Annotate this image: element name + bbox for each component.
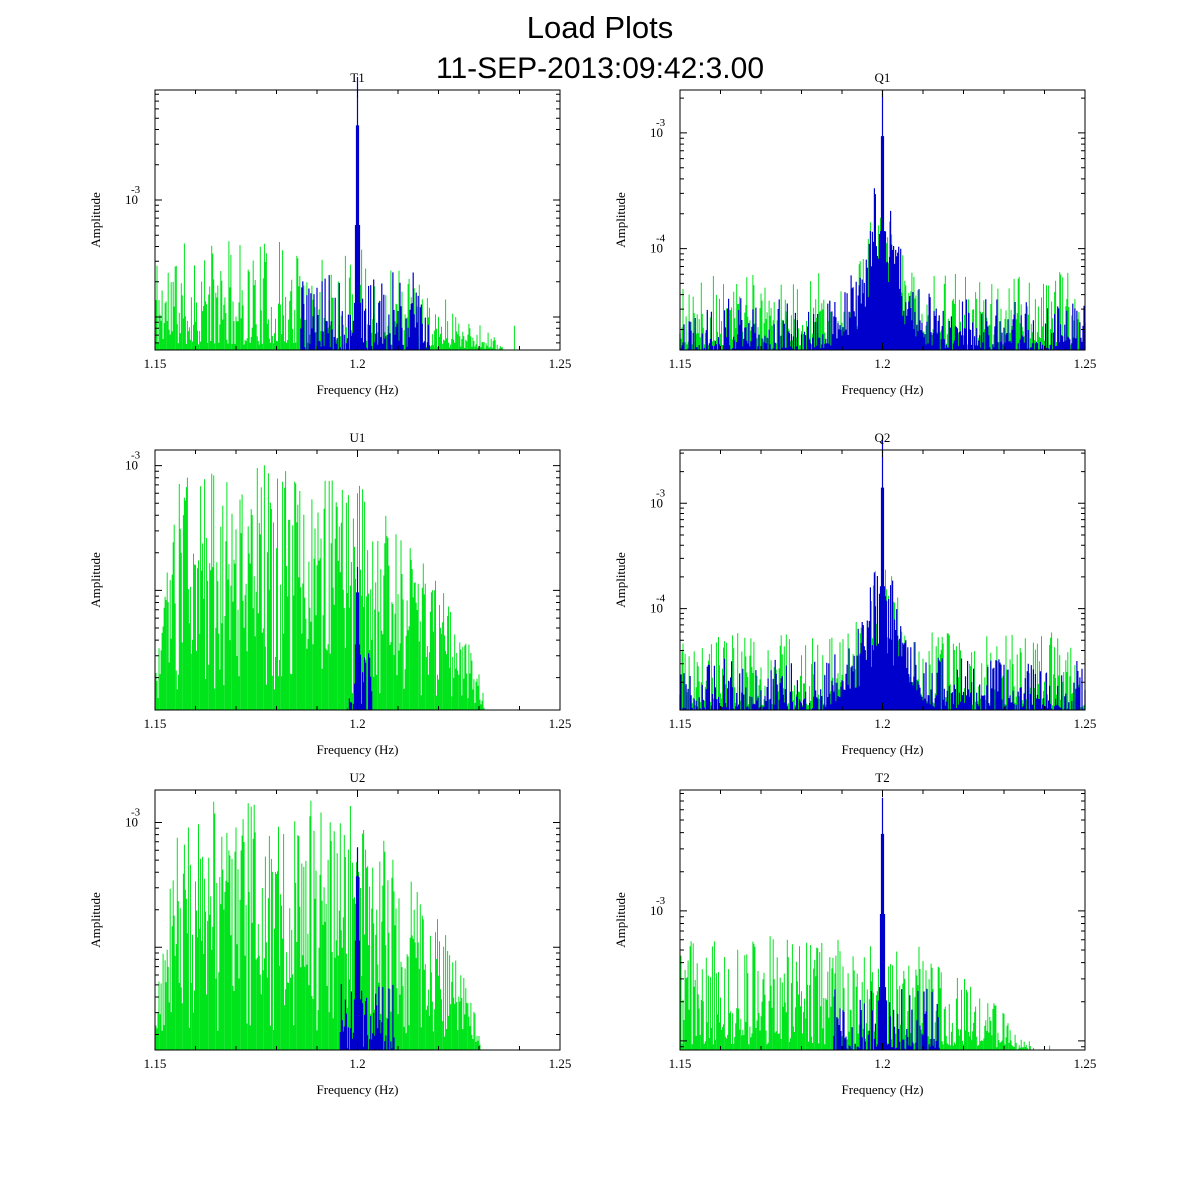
x-tick-label: 1.2 (349, 1056, 365, 1071)
subplot-U1: U1 Amplitude -3 10 1.15 1.2 1.25 Frequency (Hz) (75, 430, 595, 770)
subplot-Q1: Q1 Amplitude -3 10 -4 10 1.15 1.2 1.25 Frequency … (600, 70, 1120, 410)
x-tick-label: 1.15 (144, 1056, 167, 1071)
series-blue-peaked-response (679, 90, 1086, 350)
axis-ticks (154, 790, 561, 1050)
y-axis-label: Amplitude (613, 892, 628, 948)
x-tick-label: 1.15 (669, 1056, 692, 1071)
axis-ticks (154, 450, 561, 710)
axis-ticks (679, 450, 1086, 710)
x-tick-label: 1.25 (549, 1056, 572, 1071)
y-decade-label: 10 (125, 815, 138, 830)
x-axis-label: Frequency (Hz) (317, 1082, 399, 1097)
y-decade-label: 10 (650, 601, 663, 616)
y-decade-label: 10 (125, 458, 138, 473)
y-decade-label: 10 (125, 192, 138, 207)
series-green-broadband-noise (154, 800, 481, 1050)
y-decade-exponent: -3 (656, 895, 666, 907)
series-blue-peaked-response (679, 439, 1086, 710)
x-axis-label: Frequency (Hz) (842, 742, 924, 757)
y-decade-exponent: -3 (656, 117, 666, 129)
x-tick-label: 1.25 (549, 716, 572, 731)
x-tick-label: 1.25 (1074, 716, 1097, 731)
y-decade-label: 10 (650, 241, 663, 256)
y-decade-label: 10 (650, 495, 663, 510)
subplot-title: T1 (350, 70, 364, 85)
chart-U1: U1 Amplitude -310 1.15 1.2 1.25 Frequency (Hz) (88, 430, 572, 757)
subplot-U2: U2 Amplitude -3 10 1.15 1.2 1.25 Frequency (Hz) (75, 770, 595, 1110)
series-blue-peaked-response (339, 847, 395, 1050)
y-decade-exponent: -4 (656, 593, 666, 605)
x-tick-label: 1.15 (144, 716, 167, 731)
subplot-title: T2 (875, 770, 889, 785)
x-axis-label: Frequency (Hz) (842, 382, 924, 397)
x-tick-label: 1.25 (549, 356, 572, 371)
y-decade-exponent: -4 (656, 233, 666, 245)
y-axis-label: Amplitude (613, 552, 628, 608)
y-decade-exponent: -3 (131, 450, 141, 462)
subplot-T1: T1 Amplitude -3 10 1.15 1.2 1.25 Frequency (Hz) (75, 70, 595, 410)
chart-T2: T2 Amplitude -310 1.15 1.2 1.25 Frequency (Hz) (613, 770, 1097, 1097)
figure-timestamp: 11-SEP-2013:09:42:3.00 (435, 52, 765, 85)
y-axis-label: Amplitude (88, 892, 103, 948)
x-tick-label: 1.2 (874, 716, 890, 731)
x-tick-label: 1.15 (144, 356, 167, 371)
x-axis-label: Frequency (Hz) (317, 382, 399, 397)
subplot-title: U2 (350, 770, 366, 785)
x-tick-label: 1.25 (1074, 356, 1097, 371)
x-tick-label: 1.15 (669, 716, 692, 731)
x-tick-label: 1.2 (349, 716, 365, 731)
x-tick-label: 1.15 (669, 356, 692, 371)
series-blue-peaked-response (833, 797, 940, 1050)
series-green-broadband-noise (154, 465, 485, 710)
axis-ticks (154, 90, 561, 350)
y-decade-label: 10 (650, 125, 663, 140)
axis-ticks (679, 90, 1086, 350)
chart-U2: U2 Amplitude -310 1.15 1.2 1.25 Frequency (Hz) (88, 770, 572, 1097)
x-tick-label: 1.2 (874, 1056, 890, 1071)
series-blue-peaked-response (300, 77, 430, 350)
subplot-Q2: Q2 Amplitude -3 10 -4 10 1.15 1.2 1.25 Frequency … (600, 430, 1120, 770)
y-decade-label: 10 (650, 903, 663, 918)
y-decade-exponent: -3 (131, 807, 141, 819)
x-tick-label: 1.2 (874, 356, 890, 371)
subplot-title: Q2 (875, 430, 891, 445)
chart-T1: T1 Amplitude -310 1.15 1.2 1.25 Frequency (Hz) (88, 70, 572, 397)
y-decade-exponent: -3 (656, 487, 666, 499)
y-axis-label: Amplitude (88, 192, 103, 248)
y-decade-exponent: -3 (131, 184, 141, 196)
subplot-title: U1 (350, 430, 366, 445)
subplot-T2: T2 Amplitude -3 10 1.15 1.2 1.25 Frequency (Hz) (600, 770, 1120, 1110)
series-blue-peaked-response (346, 567, 373, 710)
y-axis-label: Amplitude (613, 192, 628, 248)
x-tick-label: 1.2 (349, 356, 365, 371)
subplot-title: Q1 (875, 70, 891, 85)
x-tick-label: 1.25 (1074, 1056, 1097, 1071)
axis-ticks (679, 790, 1086, 1050)
figure-title: Load Plots (526, 10, 674, 45)
x-axis-label: Frequency (Hz) (842, 1082, 924, 1097)
y-axis-label: Amplitude (88, 552, 103, 608)
x-axis-label: Frequency (Hz) (317, 742, 399, 757)
